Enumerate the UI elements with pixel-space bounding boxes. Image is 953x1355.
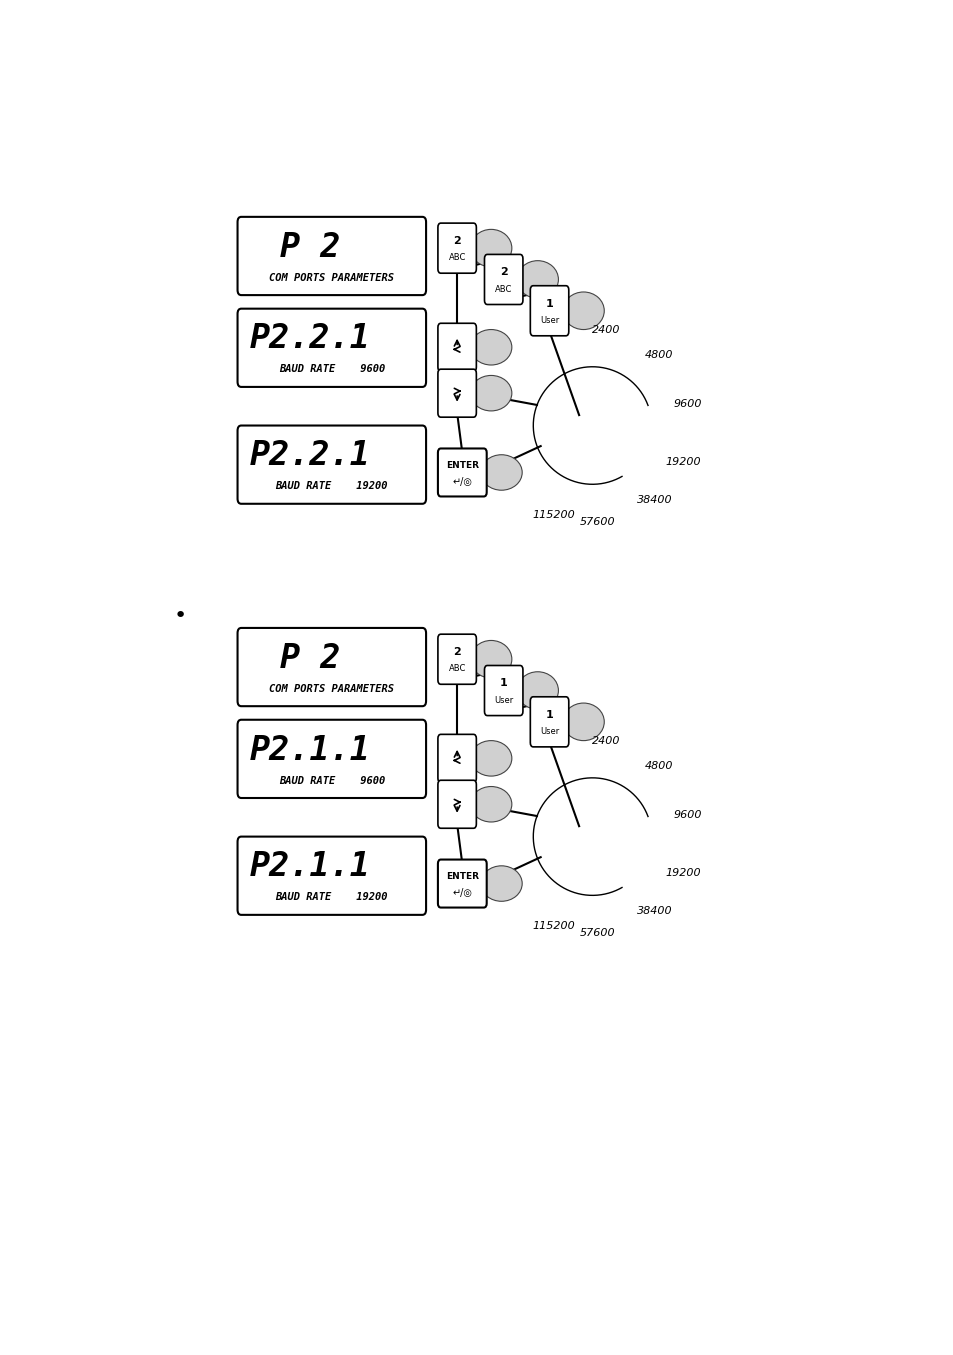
FancyBboxPatch shape xyxy=(484,665,522,715)
FancyBboxPatch shape xyxy=(437,224,476,274)
Text: COM PORTS PARAMETERS: COM PORTS PARAMETERS xyxy=(269,272,394,283)
Text: 19200: 19200 xyxy=(664,457,700,467)
Text: 9600: 9600 xyxy=(673,398,701,409)
FancyBboxPatch shape xyxy=(437,369,476,417)
FancyBboxPatch shape xyxy=(437,859,486,908)
Text: 57600: 57600 xyxy=(579,518,615,527)
FancyBboxPatch shape xyxy=(530,696,568,747)
FancyBboxPatch shape xyxy=(530,286,568,336)
Text: BAUD RATE    9600: BAUD RATE 9600 xyxy=(278,364,384,374)
Text: 2: 2 xyxy=(453,648,460,657)
Ellipse shape xyxy=(517,672,558,709)
Text: 2: 2 xyxy=(499,267,507,278)
FancyBboxPatch shape xyxy=(237,627,426,706)
Text: P2.2.1: P2.2.1 xyxy=(250,439,370,473)
Text: ABC: ABC xyxy=(495,285,512,294)
Ellipse shape xyxy=(470,375,512,411)
Text: 1: 1 xyxy=(545,298,553,309)
Text: P2.1.1: P2.1.1 xyxy=(250,851,370,883)
FancyBboxPatch shape xyxy=(437,734,476,782)
Text: ABC: ABC xyxy=(448,253,465,263)
Ellipse shape xyxy=(480,866,521,901)
Text: 115200: 115200 xyxy=(533,509,575,520)
Text: 9600: 9600 xyxy=(673,810,701,820)
Ellipse shape xyxy=(562,703,603,741)
Text: ABC: ABC xyxy=(448,664,465,673)
Text: BAUD RATE    9600: BAUD RATE 9600 xyxy=(278,775,384,786)
Ellipse shape xyxy=(470,641,512,678)
Text: ↵/◎: ↵/◎ xyxy=(452,477,472,486)
Text: 4800: 4800 xyxy=(644,350,673,359)
FancyBboxPatch shape xyxy=(237,217,426,295)
Text: User: User xyxy=(539,316,558,325)
Text: 115200: 115200 xyxy=(533,921,575,931)
Text: User: User xyxy=(494,695,513,705)
Text: User: User xyxy=(539,726,558,736)
Ellipse shape xyxy=(470,786,512,822)
Ellipse shape xyxy=(517,260,558,298)
FancyBboxPatch shape xyxy=(437,324,476,371)
Text: ↵/◎: ↵/◎ xyxy=(452,888,472,897)
Text: P 2: P 2 xyxy=(279,230,340,264)
FancyBboxPatch shape xyxy=(237,836,426,915)
FancyBboxPatch shape xyxy=(437,634,476,684)
Ellipse shape xyxy=(470,741,512,776)
Ellipse shape xyxy=(470,229,512,267)
Text: 2400: 2400 xyxy=(591,736,619,745)
Text: 2400: 2400 xyxy=(591,324,619,335)
FancyBboxPatch shape xyxy=(437,449,486,496)
Text: ENTER: ENTER xyxy=(445,871,478,881)
Text: ENTER: ENTER xyxy=(445,461,478,470)
Text: BAUD RATE    19200: BAUD RATE 19200 xyxy=(275,893,388,902)
Text: P2.1.1: P2.1.1 xyxy=(250,733,370,767)
FancyBboxPatch shape xyxy=(237,720,426,798)
Text: 1: 1 xyxy=(545,710,553,720)
Text: P 2: P 2 xyxy=(279,642,340,675)
Text: •: • xyxy=(173,607,186,626)
Text: 57600: 57600 xyxy=(579,928,615,939)
Text: 38400: 38400 xyxy=(637,906,672,916)
FancyBboxPatch shape xyxy=(237,425,426,504)
Text: COM PORTS PARAMETERS: COM PORTS PARAMETERS xyxy=(269,684,394,694)
Text: 2: 2 xyxy=(453,236,460,247)
FancyBboxPatch shape xyxy=(484,255,522,305)
Ellipse shape xyxy=(480,455,521,491)
FancyBboxPatch shape xyxy=(437,780,476,828)
Text: BAUD RATE    19200: BAUD RATE 19200 xyxy=(275,481,388,492)
Ellipse shape xyxy=(562,291,603,329)
FancyBboxPatch shape xyxy=(237,309,426,388)
Text: P2.2.1: P2.2.1 xyxy=(250,322,370,355)
Text: 4800: 4800 xyxy=(644,760,673,771)
Text: 19200: 19200 xyxy=(664,869,700,878)
Ellipse shape xyxy=(470,329,512,364)
Text: 1: 1 xyxy=(499,679,507,688)
Text: 38400: 38400 xyxy=(637,495,672,505)
